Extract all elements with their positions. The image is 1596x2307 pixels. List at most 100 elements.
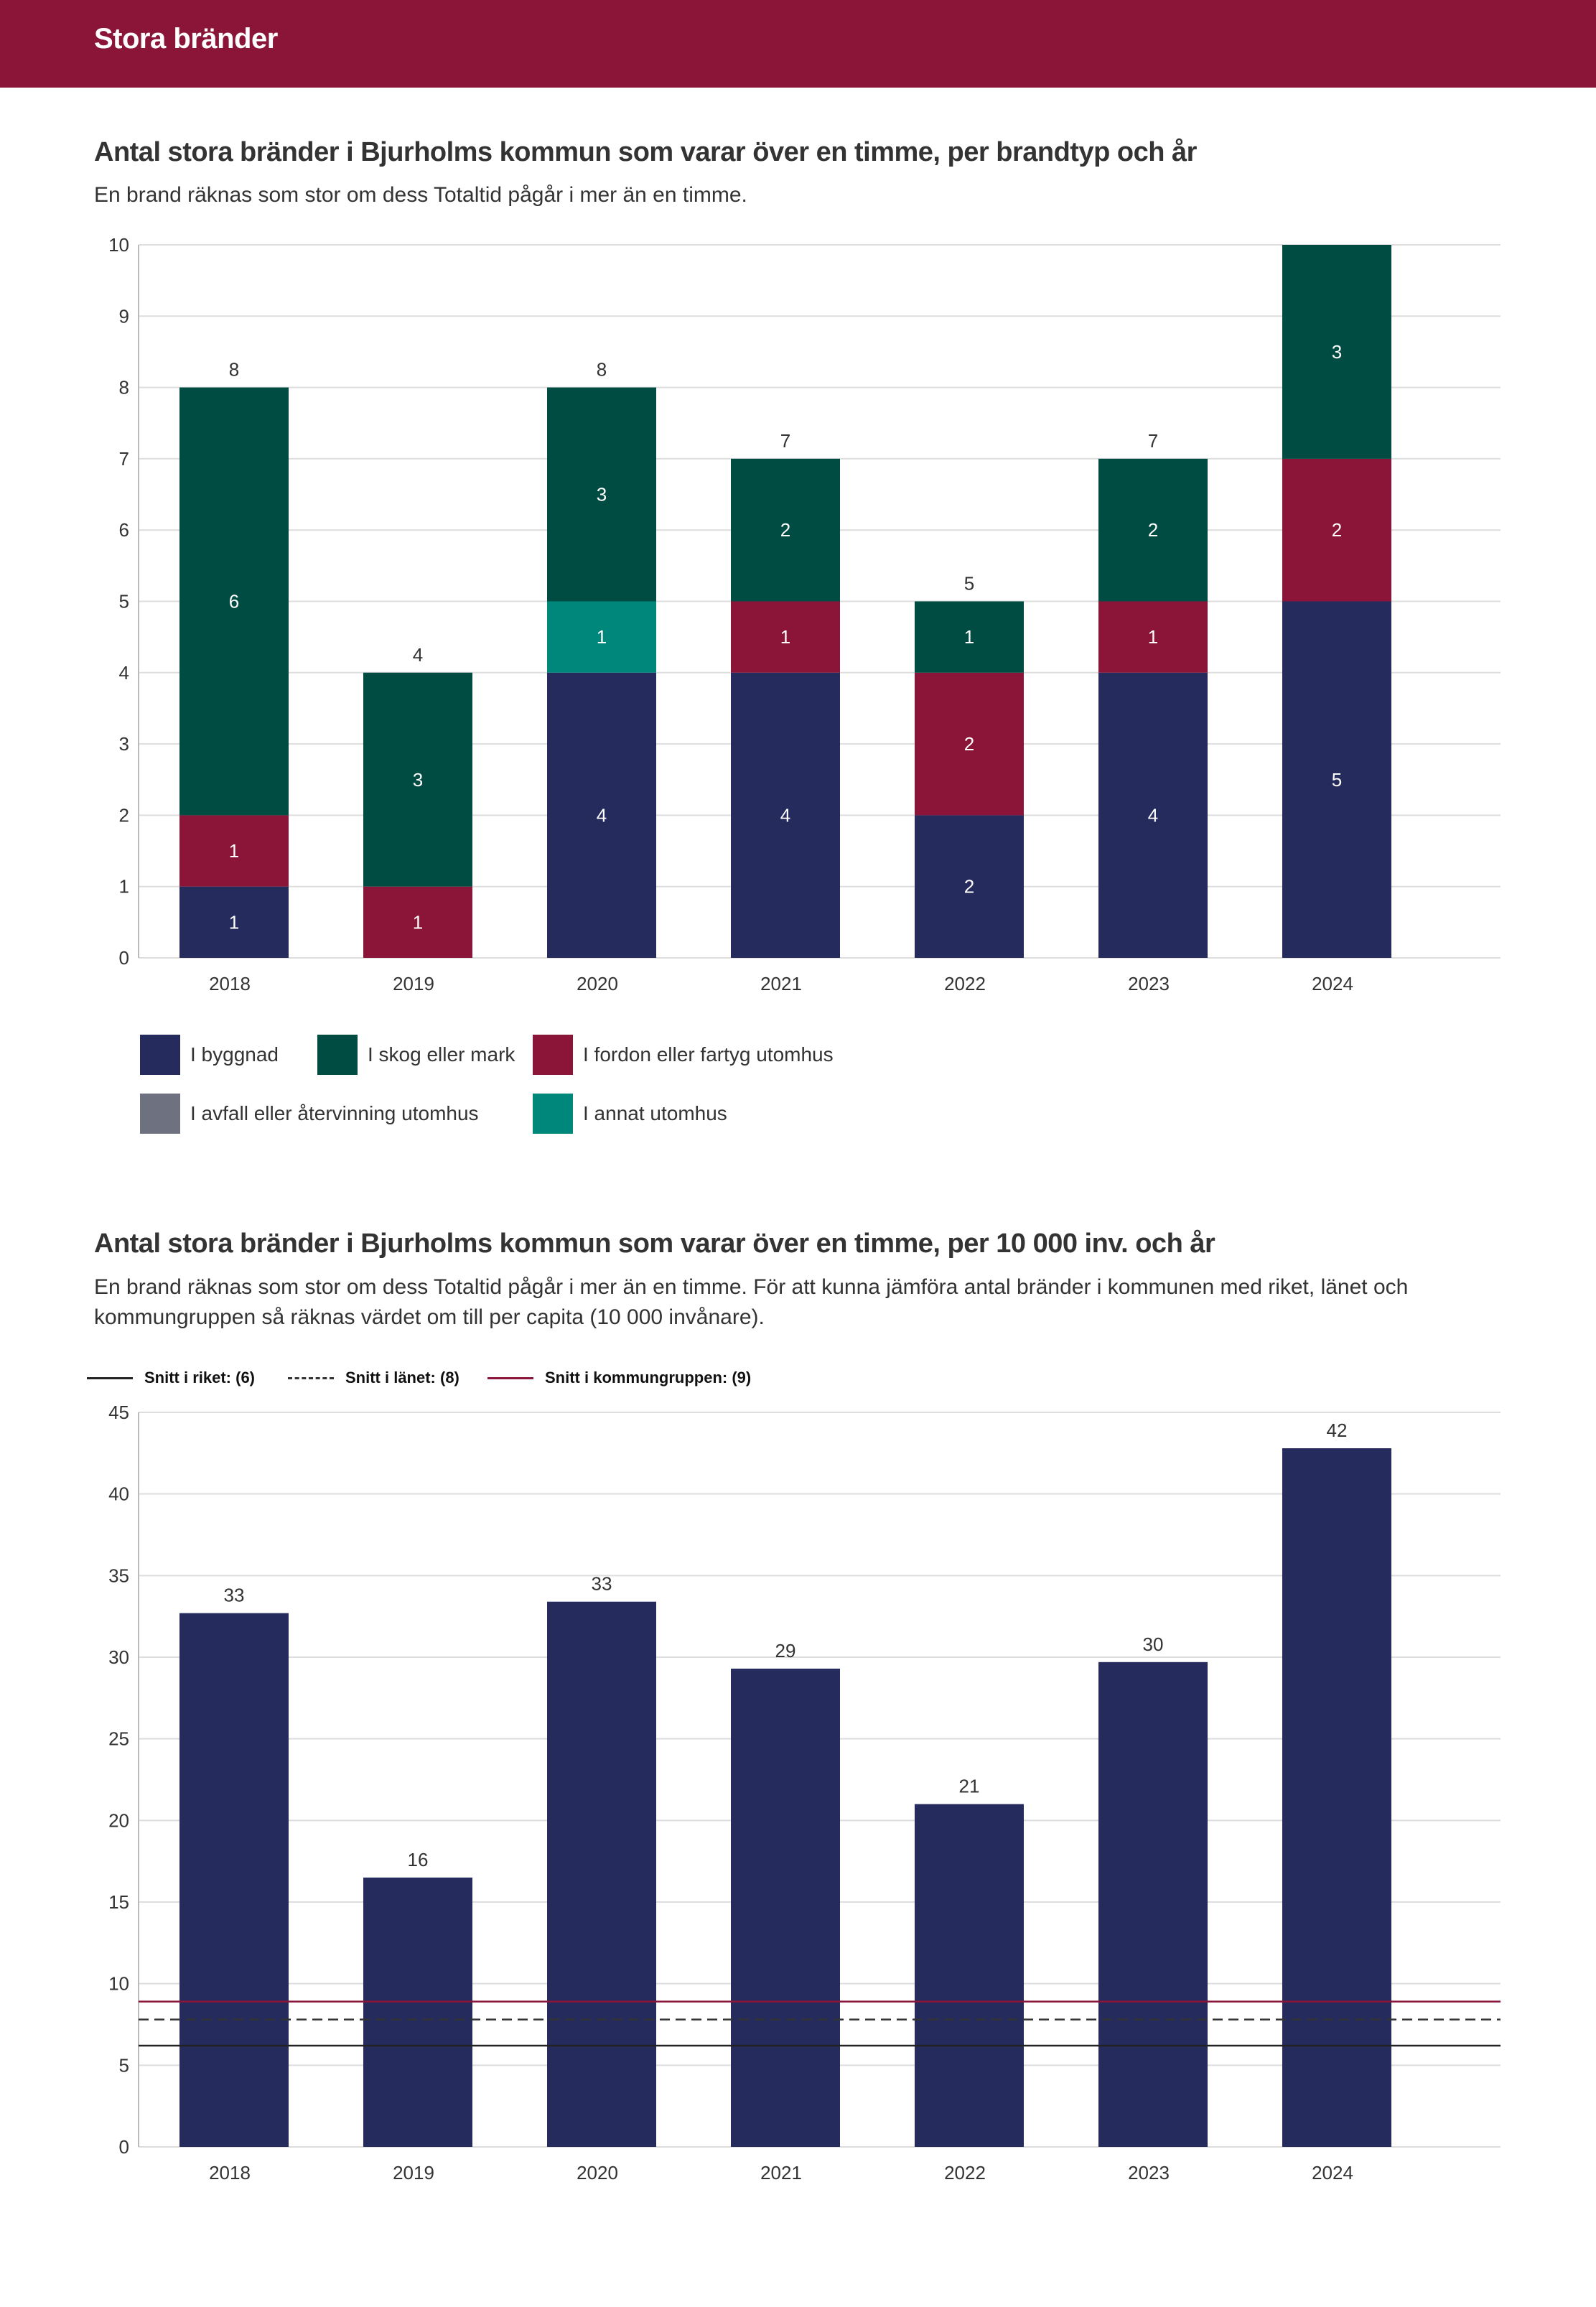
segment-value-label: 1 (780, 626, 790, 648)
x-tick-label: 2018 (209, 2162, 251, 2184)
segment-value-label: 4 (1148, 804, 1158, 826)
segment-value-label: 4 (597, 804, 607, 826)
legend-item-skog: I skog eller mark (317, 1035, 515, 1075)
bar-value-label: 21 (959, 1776, 980, 1797)
segment-value-label: 1 (413, 911, 423, 933)
bar-segment-fordon (1098, 601, 1208, 673)
legend-label-byggnad: I byggnad (190, 1043, 279, 1066)
total-value-label: 4 (413, 644, 423, 666)
bar-value-label: 30 (1143, 1633, 1164, 1655)
bar-segment-skog (547, 387, 656, 602)
bar-segment-fordon (731, 601, 840, 673)
x-tick-label: 2022 (944, 973, 986, 994)
chart1-title: Antal stora bränder i Bjurholms kommun s… (94, 137, 1197, 167)
legend-lanet: Snitt i länet: (8) (288, 1369, 459, 1387)
y-tick-label: 0 (119, 947, 129, 969)
legend-item-avfall: I avfall eller återvinning utomhus (140, 1094, 479, 1134)
x-tick-label: 2022 (944, 2162, 986, 2184)
y-tick-label: 5 (119, 2054, 129, 2076)
legend-swatch-annat (533, 1094, 573, 1134)
segment-value-label: 1 (229, 911, 239, 933)
legend-label-skog: I skog eller mark (368, 1043, 515, 1066)
bar-segment-annat (547, 601, 656, 673)
legend-swatch-byggnad (140, 1035, 180, 1075)
segment-value-label: 4 (780, 804, 790, 826)
bar-segment-skog (731, 458, 840, 602)
y-tick-label: 20 (108, 1809, 129, 1831)
bar-value-label: 42 (1327, 1420, 1348, 1441)
bar (179, 1613, 289, 2147)
bar-value-label: 16 (408, 1849, 429, 1870)
y-tick-label: 6 (119, 519, 129, 541)
y-tick-label: 7 (119, 448, 129, 470)
total-value-label: 5 (964, 573, 974, 595)
legend-riket: Snitt i riket: (6) (87, 1369, 255, 1387)
segment-value-label: 3 (597, 484, 607, 505)
y-tick-label: 45 (108, 1402, 129, 1423)
x-tick-label: 2021 (760, 973, 802, 994)
bar-segment-byggnad (915, 815, 1024, 958)
x-tick-label: 2021 (760, 2162, 802, 2184)
bar-chart-per-capita: 0 5 10 15 20 25 30 35 40 45 33 2018 16 2019 33 2020 29 20… (108, 1402, 1501, 2184)
y-tick-label: 9 (119, 305, 129, 327)
y-tick-label: 35 (108, 1565, 129, 1586)
y-tick-label: 10 (108, 1973, 129, 1995)
y-tick-label: 30 (108, 1646, 129, 1668)
total-value-label: 8 (597, 359, 607, 381)
y-tick-label: 0 (119, 2136, 129, 2158)
bar (1098, 1661, 1208, 2147)
legend-kommungrupp: Snitt i kommungruppen: (9) (487, 1369, 751, 1387)
x-tick-label: 2018 (209, 973, 251, 994)
y-tick-label: 25 (108, 1728, 129, 1750)
legend-swatch-fordon (533, 1035, 573, 1075)
bar-segment-skog (915, 601, 1024, 673)
y-tick-label: 1 (119, 876, 129, 898)
bar-segment-byggnad (731, 672, 840, 958)
bar (363, 1877, 472, 2147)
segment-value-label: 2 (780, 519, 790, 541)
bar-segment-byggnad (179, 886, 289, 958)
segment-value-label: 1 (1148, 626, 1158, 648)
legend-line-lanet (288, 1376, 334, 1379)
x-tick-label: 2020 (577, 973, 618, 994)
bar-value-label: 33 (224, 1585, 245, 1606)
x-tick-label: 2023 (1128, 973, 1170, 994)
x-tick-label: 2024 (1312, 973, 1353, 994)
y-tick-label: 4 (119, 662, 129, 684)
bar-segment-skog (363, 672, 472, 887)
legend-line-riket (87, 1376, 133, 1379)
chart1-subtitle: En brand räknas som stor om dess Totalti… (94, 183, 747, 207)
segment-value-label: 2 (1148, 519, 1158, 541)
bar (915, 1804, 1024, 2147)
x-tick-label: 2024 (1312, 2162, 1353, 2184)
legend-item-annat: I annat utomhus (533, 1094, 727, 1134)
legend-label-avfall: I avfall eller återvinning utomhus (190, 1102, 479, 1124)
bar-segment-skog (1282, 245, 1391, 459)
legend-label-lanet: Snitt i länet: (8) (345, 1369, 459, 1386)
legend-label-annat: I annat utomhus (583, 1102, 727, 1124)
legend-item-byggnad: I byggnad (140, 1035, 279, 1075)
segment-value-label: 6 (229, 591, 239, 612)
legend-item-fordon: I fordon eller fartyg utomhus (533, 1035, 834, 1075)
bar-segment-skog (179, 387, 289, 816)
segment-value-label: 2 (1332, 519, 1342, 541)
y-tick-label: 2 (119, 804, 129, 826)
y-tick-label: 5 (119, 591, 129, 612)
y-tick-label: 8 (119, 377, 129, 399)
bar-value-label: 33 (592, 1573, 612, 1595)
page-header: Stora bränder (0, 0, 1596, 88)
segment-value-label: 2 (964, 733, 974, 755)
bar-segment-byggnad (1282, 601, 1391, 958)
bar-segment-fordon (179, 815, 289, 887)
legend-label-riket: Snitt i riket: (6) (144, 1369, 256, 1386)
segment-value-label: 3 (1332, 341, 1342, 363)
chart2-title: Antal stora bränder i Bjurholms kommun s… (94, 1229, 1215, 1259)
y-tick-label: 40 (108, 1483, 129, 1505)
bar-segment-fordon (915, 672, 1024, 816)
legend-label-fordon: I fordon eller fartyg utomhus (583, 1043, 834, 1066)
segment-value-label: 2 (964, 876, 974, 898)
chart2-subtitle: En brand räknas som stor om dess Totalti… (94, 1275, 1409, 1329)
legend-swatch-avfall (140, 1094, 180, 1134)
bar-segment-skog (1098, 458, 1208, 602)
bar (731, 1668, 840, 2147)
